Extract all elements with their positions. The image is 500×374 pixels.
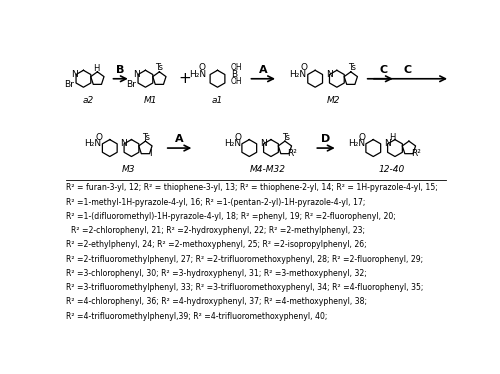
Text: D: D (322, 134, 330, 144)
Text: N: N (133, 70, 140, 79)
Text: O: O (235, 133, 242, 142)
Text: Ts: Ts (282, 133, 290, 142)
Text: N: N (326, 70, 332, 79)
Text: Br: Br (64, 80, 74, 89)
Text: R² =2-chlorophenyl, 21; R² =2-hydroxyphenyl, 22; R² =2-methylphenyl, 23;: R² =2-chlorophenyl, 21; R² =2-hydroxyphe… (66, 226, 366, 235)
Text: R²: R² (287, 149, 297, 158)
Text: H: H (388, 133, 395, 142)
Text: 12-40: 12-40 (379, 165, 405, 174)
Text: R² =4-chlorophenyl, 36; R² =4-hydroxyphenyl, 37; R² =4-methoxyphenyl, 38;: R² =4-chlorophenyl, 36; R² =4-hydroxyphe… (66, 297, 368, 306)
Text: A: A (259, 65, 268, 75)
Text: H₂N: H₂N (224, 139, 241, 148)
Text: R² =2-ethylphenyl, 24; R² =2-methoxyphenyl, 25; R² =2-isopropylphenyl, 26;: R² =2-ethylphenyl, 24; R² =2-methoxyphen… (66, 240, 367, 249)
Text: Ts: Ts (348, 64, 356, 73)
Text: R² =1-methyl-1H-pyrazole-4-yl, 16; R² =1-(pentan-2-yl)-1H-pyrazole-4-yl, 17;: R² =1-methyl-1H-pyrazole-4-yl, 16; R² =1… (66, 198, 366, 207)
Text: H₂N: H₂N (84, 139, 102, 148)
Text: B: B (116, 65, 125, 75)
Text: Ts: Ts (142, 133, 150, 142)
Text: C: C (380, 65, 388, 75)
Text: R²: R² (411, 149, 421, 158)
Text: N: N (384, 139, 390, 148)
Text: O: O (301, 64, 308, 73)
Text: H₂N: H₂N (189, 70, 206, 79)
Text: N: N (120, 139, 127, 148)
Text: a2: a2 (82, 96, 94, 105)
Text: R² =3-trifluoromethylphenyl, 33; R² =3-trifluoromethoxyphenyl, 34; R² =4-fluorop: R² =3-trifluoromethylphenyl, 33; R² =3-t… (66, 283, 424, 292)
Text: O: O (96, 133, 102, 142)
Text: I: I (150, 149, 152, 158)
Text: Br: Br (126, 80, 136, 89)
Text: N: N (260, 139, 266, 148)
Text: a1: a1 (212, 96, 223, 105)
Text: R² = furan-3-yl, 12; R² = thiophene-3-yl, 13; R² = thiophene-2-yl, 14; R² = 1H-p: R² = furan-3-yl, 12; R² = thiophene-3-yl… (66, 184, 438, 193)
Text: R² =2-trifluoromethylphenyl, 27; R² =2-trifluoromethoxyphenyl, 28; R² =2-fluorop: R² =2-trifluoromethylphenyl, 27; R² =2-t… (66, 255, 424, 264)
Text: A: A (175, 134, 184, 144)
Text: O: O (359, 133, 366, 142)
Text: OH: OH (230, 77, 242, 86)
Text: N: N (71, 70, 78, 79)
Text: B: B (232, 70, 237, 79)
Text: M3: M3 (122, 165, 135, 174)
Text: R² =4-trifluoromethylphenyl,39; R² =4-trifluoromethoxyphenyl, 40;: R² =4-trifluoromethylphenyl,39; R² =4-tr… (66, 312, 328, 321)
Text: +: + (178, 71, 192, 86)
Text: O: O (198, 64, 205, 73)
Text: R² =3-chlorophenyl, 30; R² =3-hydroxyphenyl, 31; R² =3-methoxyphenyl, 32;: R² =3-chlorophenyl, 30; R² =3-hydroxyphe… (66, 269, 367, 278)
Text: M2: M2 (327, 96, 340, 105)
Text: OH: OH (230, 64, 242, 73)
Text: H₂N: H₂N (348, 139, 365, 148)
Text: R² =1-(difluoromethyl)-1H-pyrazole-4-yl, 18; R² =phenyl, 19; R² =2-fluorophenyl,: R² =1-(difluoromethyl)-1H-pyrazole-4-yl,… (66, 212, 396, 221)
Text: Ts: Ts (156, 64, 164, 73)
Text: C: C (404, 65, 411, 75)
Text: H₂N: H₂N (290, 70, 306, 79)
Text: M4-M32: M4-M32 (250, 165, 286, 174)
Text: H: H (92, 64, 99, 73)
Text: M1: M1 (144, 96, 157, 105)
